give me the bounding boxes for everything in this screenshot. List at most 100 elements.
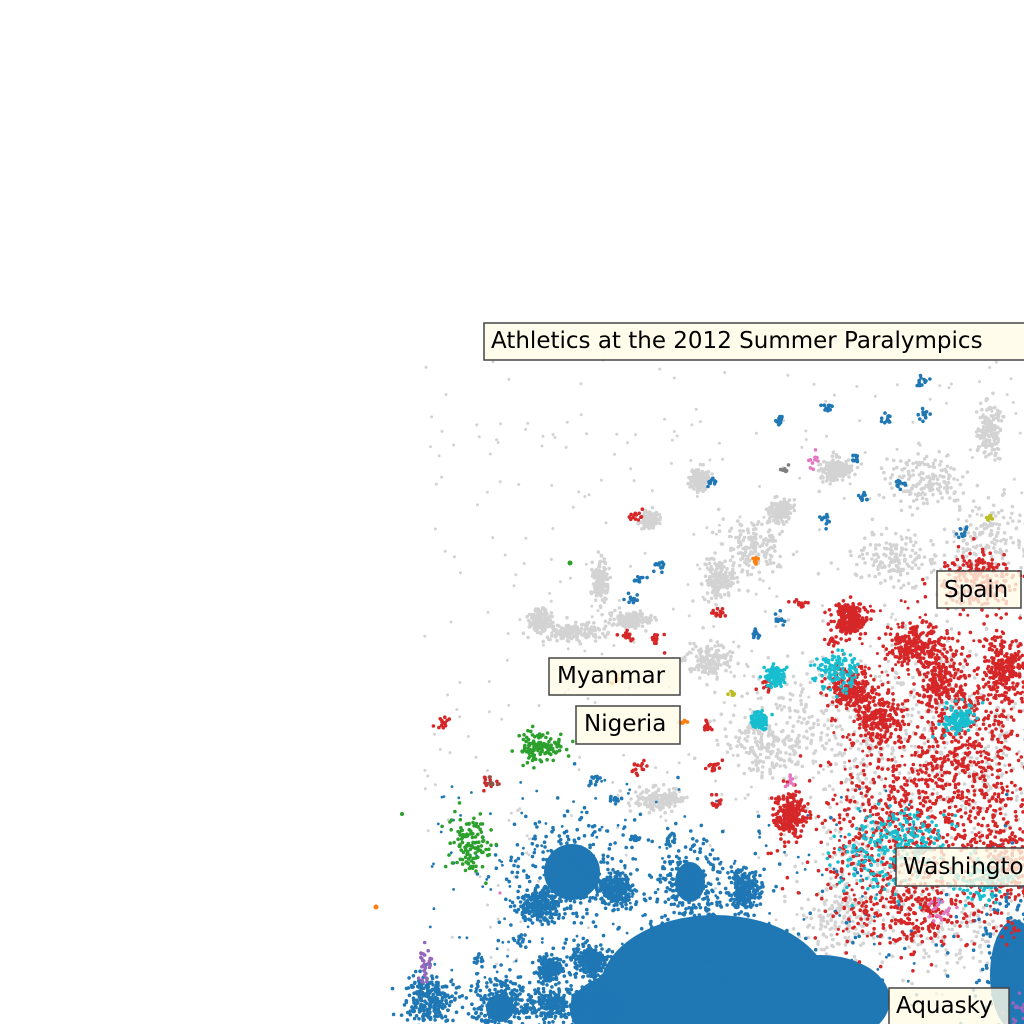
- scatter-point: [585, 851, 589, 856]
- scatter-point: [852, 764, 857, 769]
- scatter-point: [762, 515, 766, 519]
- scatter-point: [829, 876, 833, 881]
- scatter-point: [663, 417, 667, 421]
- scatter-point: [859, 659, 863, 663]
- scatter-point: [746, 725, 750, 729]
- scatter-point: [748, 750, 752, 754]
- scatter-point: [800, 651, 805, 655]
- scatter-point: [690, 423, 694, 427]
- scatter-point: [829, 561, 834, 565]
- scatter-point: [640, 612, 645, 616]
- scatter-point: [486, 610, 490, 614]
- scatter-point: [891, 929, 896, 933]
- scatter-point: [626, 801, 631, 805]
- scatter-point: [628, 872, 633, 876]
- scatter-point: [863, 561, 867, 565]
- scatter-point: [770, 930, 775, 934]
- scatter-point: [663, 914, 667, 918]
- scatter-point: [592, 621, 596, 625]
- scatter-point: [755, 755, 760, 759]
- scatter-point: [651, 799, 656, 804]
- scatter-point: [961, 546, 965, 551]
- scatter-point: [913, 551, 918, 555]
- scatter-point: [650, 839, 654, 844]
- scatter-point: [784, 853, 788, 857]
- scatter-point: [855, 739, 859, 743]
- scatter-point: [665, 770, 669, 774]
- scatter-point: [559, 877, 563, 881]
- scatter-point: [837, 455, 842, 460]
- scatter-point: [752, 731, 756, 735]
- scatter-point: [652, 791, 657, 796]
- scatter-point: [541, 857, 546, 862]
- scatter-point: [945, 464, 950, 469]
- scatter-point: [1019, 791, 1024, 795]
- scatter-point: [613, 608, 617, 613]
- scatter-point: [701, 658, 705, 662]
- scatter-point: [822, 746, 827, 751]
- scatter-point: [505, 658, 509, 662]
- scatter-point: [734, 797, 738, 801]
- scatter-point: [971, 956, 976, 960]
- scatter-point: [983, 421, 988, 426]
- scatter-point: [747, 987, 751, 991]
- scatter-point: [705, 557, 709, 561]
- scatter-point: [603, 624, 608, 628]
- scatter-point: [580, 870, 584, 875]
- scatter-point: [908, 554, 913, 558]
- scatter-point: [774, 762, 779, 766]
- scatter-point: [814, 760, 818, 764]
- scatter-point: [980, 937, 985, 942]
- scatter-point: [617, 599, 621, 602]
- scatter-point: [714, 779, 717, 783]
- scatter-point: [879, 532, 884, 537]
- scatter-point: [777, 521, 781, 525]
- scatter-point: [631, 857, 635, 861]
- scatter-point: [506, 948, 510, 952]
- scatter-point: [433, 527, 437, 531]
- scatter-point: [516, 856, 521, 861]
- scatter-point: [524, 945, 528, 949]
- scatter-point: [648, 1009, 653, 1013]
- scatter-point: [788, 752, 792, 757]
- scatter-point: [648, 512, 652, 517]
- scatter-point: [716, 507, 721, 512]
- scatter-point: [791, 927, 796, 931]
- scatter-point: [829, 769, 834, 774]
- scatter-point: [591, 920, 596, 924]
- scatter-point: [873, 1012, 878, 1017]
- scatter-point: [935, 949, 939, 954]
- scatter-point: [780, 529, 784, 534]
- scatter-point: [565, 834, 570, 839]
- scatter-point: [904, 536, 909, 540]
- scatter-point: [544, 834, 548, 839]
- scatter-point: [748, 707, 752, 711]
- scatter-point: [994, 360, 998, 364]
- scatter-point: [800, 906, 804, 911]
- scatter-point: [952, 540, 956, 544]
- scatter-point: [566, 647, 570, 651]
- scatter-point: [950, 927, 954, 932]
- scatter-point: [541, 434, 545, 438]
- scatter-point: [824, 479, 829, 483]
- scatter-point: [767, 538, 771, 542]
- scatter-point: [712, 857, 717, 861]
- scatter-point: [851, 919, 855, 924]
- scatter-point: [931, 492, 935, 497]
- scatter-point: [769, 750, 774, 755]
- scatter-point: [714, 603, 718, 607]
- scatter-point: [649, 919, 653, 924]
- scatter-point: [989, 554, 994, 559]
- scatter-point: [475, 423, 479, 427]
- scatter-point: [848, 1015, 853, 1020]
- scatter-point: [756, 766, 760, 771]
- scatter-point: [575, 827, 579, 832]
- scatter-point: [892, 493, 897, 498]
- scatter-point: [666, 951, 671, 956]
- scatter-point: [974, 653, 979, 657]
- scatter-point: [710, 671, 715, 675]
- scatter-point: [670, 889, 675, 893]
- scatter-point: [993, 514, 998, 518]
- scatter-point: [926, 969, 930, 974]
- scatter-point: [705, 889, 709, 893]
